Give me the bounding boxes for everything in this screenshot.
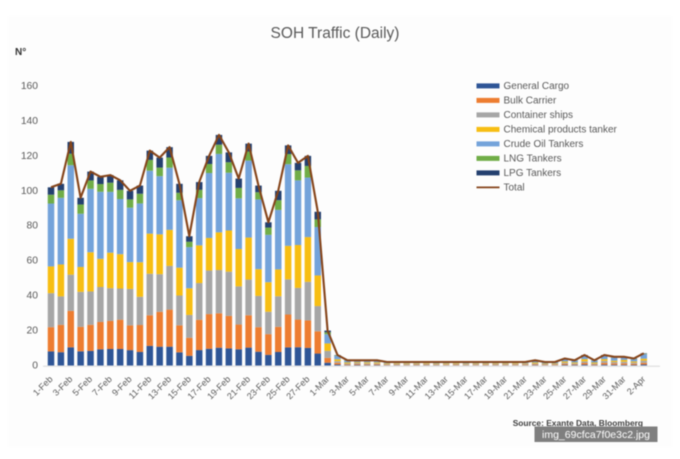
- svg-text:LPG Tankers: LPG Tankers: [504, 168, 562, 179]
- svg-text:General Cargo: General Cargo: [504, 81, 570, 92]
- svg-text:20: 20: [27, 326, 39, 337]
- svg-text:Source: Exante Data, Bloomberg: Source: Exante Data, Bloomberg: [513, 418, 643, 428]
- svg-text:60: 60: [27, 256, 39, 267]
- svg-text:40: 40: [27, 291, 39, 302]
- svg-text:Crude Oil Tankers: Crude Oil Tankers: [504, 139, 584, 150]
- svg-text:Container ships: Container ships: [504, 110, 573, 121]
- svg-text:img_69cfca7f0e3c2.jpg: img_69cfca7f0e3c2.jpg: [542, 429, 650, 441]
- svg-text:N°: N°: [15, 47, 26, 58]
- svg-text:160: 160: [21, 81, 38, 92]
- svg-text:Total: Total: [504, 183, 525, 194]
- svg-text:80: 80: [27, 221, 39, 232]
- svg-text:Chemical products tanker: Chemical products tanker: [504, 125, 618, 136]
- svg-text:120: 120: [21, 151, 38, 162]
- svg-text:Bulk Carrier: Bulk Carrier: [504, 96, 557, 107]
- svg-text:100: 100: [21, 186, 38, 197]
- svg-text:140: 140: [21, 116, 38, 127]
- svg-text:SOH Traffic (Daily): SOH Traffic (Daily): [271, 25, 400, 42]
- svg-text:LNG Tankers: LNG Tankers: [504, 154, 562, 165]
- svg-text:0: 0: [32, 361, 38, 372]
